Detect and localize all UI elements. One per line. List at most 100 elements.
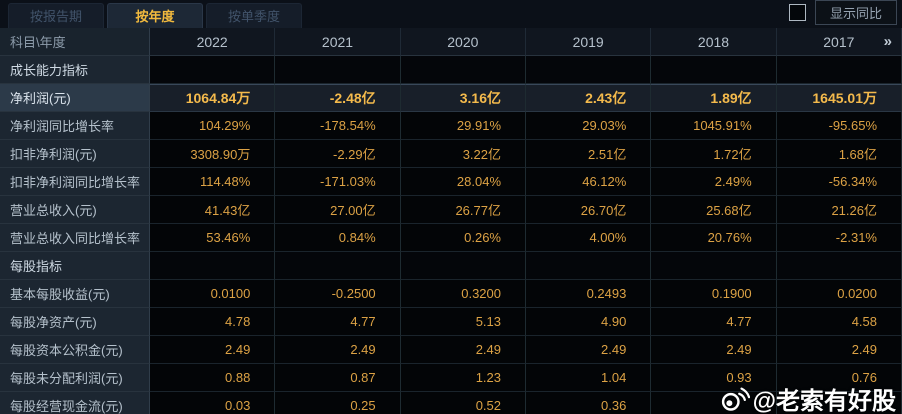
row-value: 0.76	[776, 364, 902, 392]
row-label: 净利润同比增长率	[0, 112, 150, 140]
row-label: 营业总收入(元)	[0, 196, 150, 224]
row-value: 4.00%	[526, 224, 652, 252]
data-row[interactable]: 营业总收入(元) 41.43亿 27.00亿 26.77亿 26.70亿 25.68亿 21…	[0, 196, 902, 224]
tab-quarterly[interactable]: 按单季度	[206, 3, 302, 28]
row-value: 2.49	[526, 336, 652, 364]
row-value: 0.26%	[400, 224, 526, 252]
section-row: 成长能力指标	[0, 56, 902, 84]
row-value: 1645.01万	[776, 84, 902, 112]
table-body: 成长能力指标 净利润(元) 1064.84万 -2.48亿 3.16亿 2.43亿 1.89…	[0, 56, 902, 414]
row-value	[400, 56, 526, 84]
row-value	[400, 252, 526, 280]
row-value: 1064.84万	[150, 84, 276, 112]
row-value: 26.77亿	[400, 196, 526, 224]
row-value: 0.36	[526, 392, 652, 414]
row-label: 营业总收入同比增长率	[0, 224, 150, 252]
row-value	[526, 56, 652, 84]
row-value: 3.16亿	[400, 84, 526, 112]
show-yoy-checkbox[interactable]	[788, 4, 806, 21]
row-value: 0.0200	[776, 280, 902, 308]
tab-annual[interactable]: 按年度	[107, 3, 203, 28]
year-header-2017: 2017»	[776, 28, 902, 56]
more-years-arrow[interactable]: »	[883, 33, 892, 50]
row-value	[651, 56, 777, 84]
row-label: 扣非净利润(元)	[0, 140, 150, 168]
row-value	[776, 392, 902, 414]
row-value	[776, 252, 902, 280]
row-value: 1.72亿	[651, 140, 777, 168]
row-value: -56.34%	[776, 168, 902, 196]
row-label: 成长能力指标	[0, 56, 150, 84]
corner-header-cell: 科目\年度	[0, 28, 150, 56]
row-value	[776, 56, 902, 84]
row-value: 4.58	[776, 308, 902, 336]
row-value: 25.68亿	[651, 196, 777, 224]
row-value: 0.1900	[651, 280, 777, 308]
row-value: 0.88	[150, 364, 276, 392]
row-value: 2.49	[776, 336, 902, 364]
row-value: -0.2500	[275, 280, 401, 308]
row-value: 2.49	[400, 336, 526, 364]
data-row[interactable]: 扣非净利润同比增长率 114.48% -171.03% 28.04% 46.12% 2.4…	[0, 168, 902, 196]
section-row: 每股指标	[0, 252, 902, 280]
row-value: 21.26亿	[776, 196, 902, 224]
row-value: 0.87	[275, 364, 401, 392]
data-row[interactable]: 每股经营现金流(元) 0.03 0.25 0.52 0.36	[0, 392, 902, 414]
row-value: 3308.90万	[150, 140, 276, 168]
row-value	[651, 252, 777, 280]
data-row[interactable]: 基本每股收益(元) 0.0100 -0.2500 0.3200 0.2493 0.1900…	[0, 280, 902, 308]
data-row[interactable]: 每股未分配利润(元) 0.88 0.87 1.23 1.04 0.93 0.76	[0, 364, 902, 392]
data-row[interactable]: 净利润同比增长率 104.29% -178.54% 29.91% 29.03% 1045.…	[0, 112, 902, 140]
row-value: 29.03%	[526, 112, 652, 140]
row-value	[275, 252, 401, 280]
row-value: -2.48亿	[275, 84, 401, 112]
row-value: 2.49	[275, 336, 401, 364]
row-value: 4.77	[275, 308, 401, 336]
row-label: 基本每股收益(元)	[0, 280, 150, 308]
row-value: 104.29%	[150, 112, 276, 140]
row-value	[275, 56, 401, 84]
row-value: 0.84%	[275, 224, 401, 252]
show-yoy-label[interactable]: 显示同比	[814, 0, 897, 25]
row-label: 扣非净利润同比增长率	[0, 168, 150, 196]
row-label: 每股经营现金流(元)	[0, 392, 150, 414]
row-label: 每股未分配利润(元)	[0, 364, 150, 392]
row-value: 0.52	[400, 392, 526, 414]
row-label: 净利润(元)	[0, 84, 150, 112]
row-value: 2.51亿	[526, 140, 652, 168]
year-header-2020: 2020	[400, 28, 526, 56]
row-value: 0.3200	[400, 280, 526, 308]
data-row[interactable]: 营业总收入同比增长率 53.46% 0.84% 0.26% 4.00% 20.76% -2.…	[0, 224, 902, 252]
row-value: 0.03	[150, 392, 276, 414]
year-header-2019: 2019	[526, 28, 652, 56]
row-value: 2.43亿	[526, 84, 652, 112]
row-value: 53.46%	[150, 224, 276, 252]
row-label: 每股资本公积金(元)	[0, 336, 150, 364]
row-value	[150, 56, 276, 84]
data-row[interactable]: 每股净资产(元) 4.78 4.77 5.13 4.90 4.77 4.58	[0, 308, 902, 336]
table-header-row: 科目\年度 2022 2021 2020 2019 2018 2017»	[0, 28, 902, 56]
year-header-2022: 2022	[150, 28, 276, 56]
data-row[interactable]: 净利润(元) 1064.84万 -2.48亿 3.16亿 2.43亿 1.89亿 1645.…	[0, 84, 902, 112]
row-value: 27.00亿	[275, 196, 401, 224]
period-tab-bar: 按报告期 按年度 按单季度 显示同比	[0, 0, 902, 28]
tab-report-period[interactable]: 按报告期	[8, 3, 104, 28]
row-value: 46.12%	[526, 168, 652, 196]
row-value: 114.48%	[150, 168, 276, 196]
row-value: 3.22亿	[400, 140, 526, 168]
data-row[interactable]: 扣非净利润(元) 3308.90万 -2.29亿 3.22亿 2.51亿 1.72亿 1.6…	[0, 140, 902, 168]
row-value	[150, 252, 276, 280]
row-value: 1.04	[526, 364, 652, 392]
row-value: 1.89亿	[651, 84, 777, 112]
row-value: 26.70亿	[526, 196, 652, 224]
row-value: 41.43亿	[150, 196, 276, 224]
data-row[interactable]: 每股资本公积金(元) 2.49 2.49 2.49 2.49 2.49 2.49	[0, 336, 902, 364]
row-value: 1.68亿	[776, 140, 902, 168]
row-value: 2.49	[651, 336, 777, 364]
row-value: -95.65%	[776, 112, 902, 140]
row-value	[651, 392, 777, 414]
year-header-2021: 2021	[275, 28, 401, 56]
row-value: 0.0100	[150, 280, 276, 308]
row-value: 4.78	[150, 308, 276, 336]
